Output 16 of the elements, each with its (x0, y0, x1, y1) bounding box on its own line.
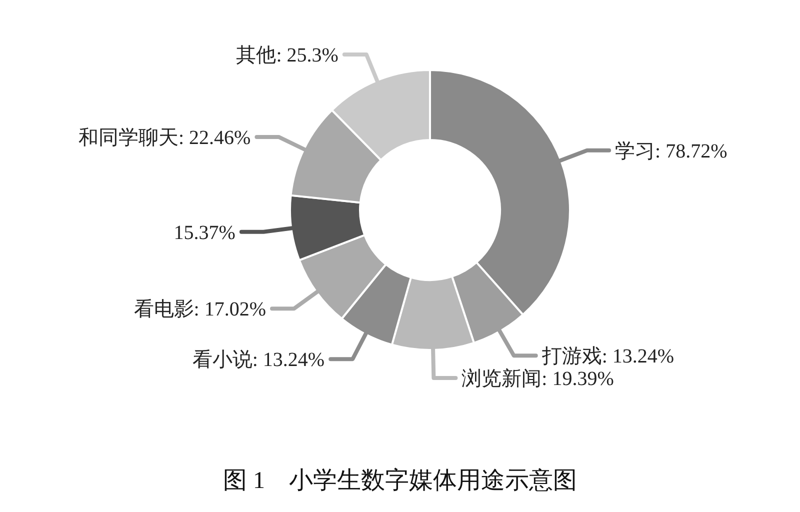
slice-label: 浏览新闻 (462, 368, 542, 390)
data-label: : 25.3% (276, 44, 338, 66)
data-label: : 19.39% (542, 368, 614, 390)
slice-label: 学习 (615, 140, 656, 162)
slice-label: 打游戏 (540, 346, 602, 368)
slice-label: 和同学聊天 (78, 126, 178, 149)
data-label: : 78.72% (655, 140, 728, 162)
slice-label: 看电影 (134, 298, 194, 321)
data-label: : 22.46% (178, 126, 251, 149)
slice-label: 其他 (236, 44, 276, 66)
text: 图 1 小学生数字媒体用途示意图 (223, 467, 577, 494)
data-label: : 17.02% (194, 298, 266, 321)
slice-label: 看小说 (192, 349, 252, 372)
data-label: : 13.24% (252, 349, 325, 372)
data-label: : 13.24% (602, 346, 674, 368)
data-label: 15.37% (174, 222, 236, 244)
